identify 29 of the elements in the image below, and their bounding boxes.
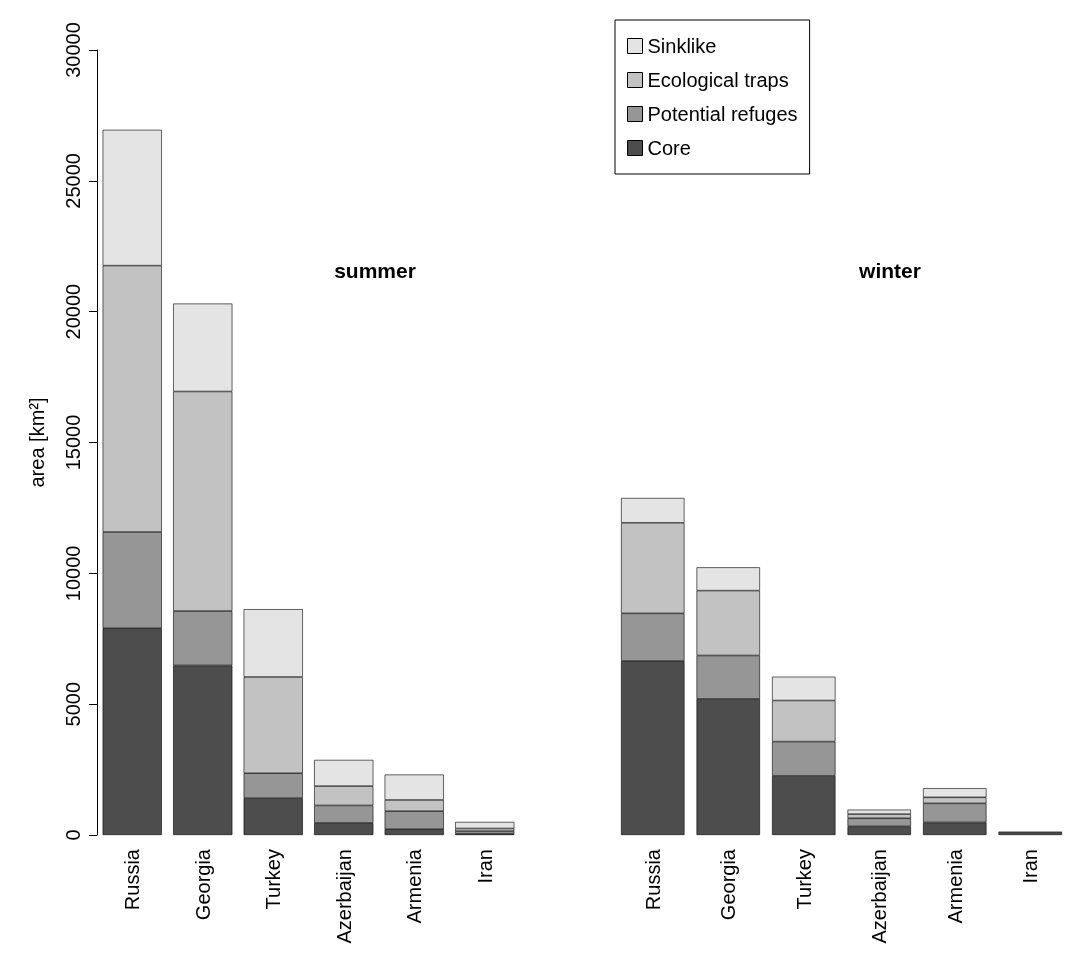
x-tick-label: Azerbaijan (868, 849, 891, 944)
bar (998, 831, 1062, 835)
x-tick-label: Iran (473, 849, 496, 884)
y-tick-label: 25000 (62, 153, 84, 209)
bar (455, 821, 515, 829)
x-tick-label: Azerbaijan (332, 849, 355, 944)
y-tick-label: 15000 (62, 414, 84, 471)
x-tick-label: Armenia (403, 848, 426, 924)
bar (847, 809, 911, 815)
text: winter (858, 259, 921, 282)
legend-label: Core (647, 137, 691, 159)
text: summer (334, 259, 416, 282)
y-tick-label: 0 (62, 829, 84, 841)
x-tick-label: Georgia (717, 848, 740, 921)
y-axis-title: area [km²] (26, 397, 48, 488)
x-tick-label: Russia (641, 848, 664, 911)
legend-label: Ecological traps (647, 69, 789, 91)
x-tick-label: Russia (121, 848, 144, 911)
legend-label: Potential refuges (647, 103, 798, 125)
x-tick-label: Armenia (943, 848, 966, 924)
x-tick-label: Turkey (262, 849, 285, 910)
y-tick-label: 30000 (62, 22, 84, 78)
legend-label: Sinklike (647, 35, 717, 57)
x-tick-label: Iran (1019, 849, 1042, 884)
y-tick-label: 5000 (62, 681, 84, 727)
x-tick-label: Turkey (792, 849, 815, 910)
y-tick-label: 10000 (62, 545, 84, 602)
y-tick-label: 20000 (62, 283, 84, 340)
x-tick-label: Georgia (191, 848, 214, 921)
